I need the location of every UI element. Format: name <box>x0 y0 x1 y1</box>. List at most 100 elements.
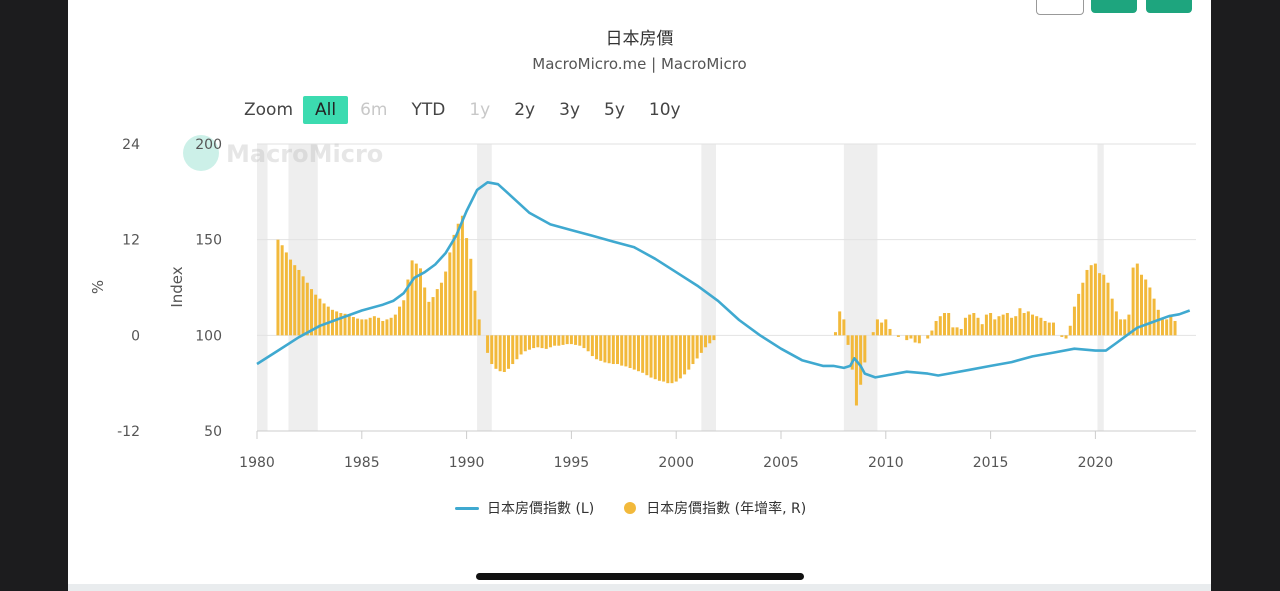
download-button[interactable] <box>1091 0 1137 13</box>
legend-bar-label: 日本房價指數 (年增率, R) <box>646 501 807 517</box>
yoy-bar <box>301 276 305 336</box>
yoy-bar <box>1072 306 1076 336</box>
yoy-bar <box>980 324 984 336</box>
yoy-bar <box>1031 314 1035 336</box>
yoy-bar <box>905 335 909 341</box>
yoy-bar <box>909 335 913 339</box>
zoom-btn-5y[interactable]: 5y <box>604 99 625 120</box>
zoom-btn-ytd[interactable]: YTD <box>411 99 446 120</box>
yoy-bar <box>871 332 875 336</box>
yoy-bar <box>389 317 393 336</box>
yoy-bar <box>507 335 511 369</box>
yoy-bar <box>372 316 376 336</box>
zoom-btn-all[interactable]: All <box>303 95 349 124</box>
yoy-bar <box>1014 316 1018 336</box>
legend-item-bar[interactable]: 日本房價指數 (年增率, R) <box>624 498 806 518</box>
yoy-bar <box>1081 282 1085 336</box>
left-tick-label: 100 <box>195 328 222 344</box>
yoy-bar <box>330 309 334 336</box>
right-axis-title: % <box>89 280 107 294</box>
yoy-bar <box>611 335 615 365</box>
zoom-btn-10y[interactable]: 10y <box>648 99 681 120</box>
yoy-bar <box>880 322 884 336</box>
yoy-bar <box>377 317 381 336</box>
yoy-bar <box>460 215 464 336</box>
watermark-text: MacroMicro <box>226 140 383 168</box>
zoom-btn-1y[interactable]: 1y <box>469 99 491 120</box>
yoy-bar <box>854 335 858 406</box>
context-menu-button[interactable] <box>1036 0 1084 15</box>
yoy-bar <box>473 290 477 336</box>
legend-bar-swatch <box>624 502 637 514</box>
x-tick-label: 1990 <box>449 455 485 471</box>
yoy-bar <box>1026 311 1030 336</box>
yoy-bar <box>930 330 934 336</box>
yoy-bar <box>938 316 942 336</box>
yoy-bar <box>1001 314 1005 336</box>
yoy-bar <box>649 335 653 378</box>
yoy-bar <box>1085 269 1089 336</box>
legend-item-line[interactable]: 日本房價指數 (L) <box>455 498 594 518</box>
yoy-bar <box>963 317 967 336</box>
yoy-bar <box>1043 320 1047 336</box>
zoom-btn-6m[interactable]: 6m <box>360 99 388 120</box>
yoy-bar <box>1035 316 1039 336</box>
yoy-bar <box>1152 298 1156 336</box>
yoy-bar <box>1022 313 1026 336</box>
home-indicator <box>476 573 804 580</box>
yoy-bar <box>712 335 716 341</box>
yoy-bar <box>674 335 678 382</box>
yoy-bar <box>842 319 846 336</box>
zoom-btn-2y[interactable]: 2y <box>514 99 536 120</box>
yoy-bar <box>1077 293 1081 336</box>
yoy-bar <box>519 335 523 355</box>
yoy-bar <box>523 335 527 352</box>
yoy-bar <box>439 282 443 336</box>
yoy-bar <box>846 335 850 345</box>
yoy-bar <box>993 319 997 336</box>
yoy-bar <box>850 335 854 370</box>
yoy-bar <box>297 269 301 336</box>
yoy-bar <box>318 298 322 336</box>
yoy-bar <box>1173 320 1177 336</box>
yoy-bar <box>444 271 448 336</box>
legend: 日本房價指數 (L) 日本房價指數 (年增率, R) <box>455 498 836 518</box>
recession-band <box>257 144 268 431</box>
right-tick-label: 0 <box>131 328 140 344</box>
yoy-bar <box>607 335 611 364</box>
yoy-bar <box>1140 274 1144 336</box>
yoy-bar <box>708 335 712 344</box>
yoy-bar <box>465 238 469 336</box>
yoy-bar <box>859 335 863 385</box>
share-button[interactable] <box>1146 0 1192 13</box>
yoy-bar <box>305 282 309 336</box>
yoy-bar <box>578 335 582 346</box>
yoy-bar <box>951 327 955 336</box>
yoy-bar <box>1127 314 1131 336</box>
yoy-bar <box>406 279 410 336</box>
yoy-bar <box>448 252 452 336</box>
yoy-bar <box>402 300 406 336</box>
yoy-bar <box>1165 319 1169 336</box>
yoy-bar <box>335 311 339 336</box>
yoy-bar <box>314 294 318 336</box>
yoy-bar <box>385 319 389 336</box>
zoom-btn-3y[interactable]: 3y <box>559 99 581 120</box>
yoy-bar <box>896 335 900 337</box>
yoy-bar <box>536 335 540 348</box>
yoy-bar <box>410 260 414 336</box>
yoy-bar <box>641 335 645 373</box>
yoy-bar <box>532 335 536 349</box>
yoy-bar <box>620 335 624 366</box>
yoy-bar <box>343 313 347 336</box>
yoy-bar <box>364 319 368 336</box>
yoy-bar <box>888 328 892 336</box>
yoy-bar <box>653 335 657 380</box>
yoy-bar <box>511 335 515 365</box>
x-tick-label: 2010 <box>868 455 904 471</box>
yoy-bar <box>833 332 837 336</box>
yoy-bar <box>704 335 708 348</box>
yoy-bar <box>875 319 879 336</box>
yoy-bar <box>515 335 519 360</box>
yoy-bar <box>917 335 921 344</box>
